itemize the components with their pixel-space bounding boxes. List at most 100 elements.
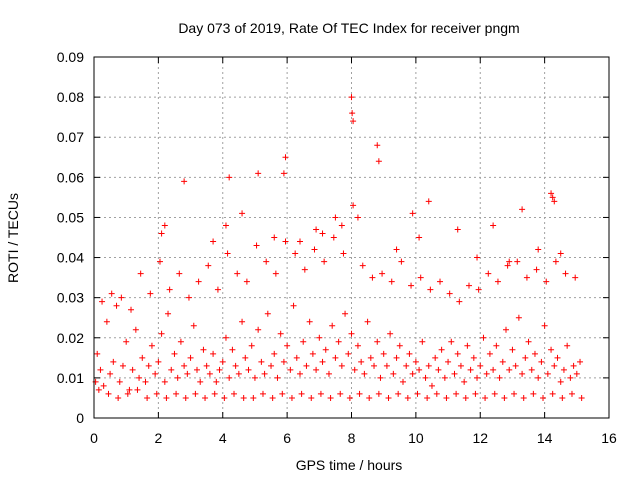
data-point: [313, 366, 320, 373]
data-point: [388, 278, 395, 285]
x-tick-label: 8: [348, 430, 356, 446]
data-point: [182, 394, 189, 401]
data-point: [161, 378, 168, 385]
data-point: [562, 270, 569, 277]
data-point: [419, 338, 426, 345]
data-point: [475, 286, 482, 293]
chart-title: Day 073 of 2019, Rate Of TEC Index for r…: [178, 20, 519, 36]
data-point: [192, 390, 199, 397]
data-point: [377, 374, 384, 381]
data-point: [548, 346, 555, 353]
data-point: [512, 362, 519, 369]
data-point: [337, 390, 344, 397]
y-tick-label: 0.07: [57, 129, 84, 145]
data-point: [210, 238, 217, 245]
data-point: [280, 358, 287, 365]
data-point: [577, 358, 584, 365]
data-point: [142, 378, 149, 385]
data-point: [490, 222, 497, 229]
data-point: [448, 338, 455, 345]
data-point: [490, 366, 497, 373]
data-point: [345, 350, 352, 357]
data-point: [361, 370, 368, 377]
data-point: [94, 350, 101, 357]
data-point: [506, 258, 513, 265]
data-point: [171, 350, 178, 357]
data-point: [428, 382, 435, 389]
y-tick-label: 0.04: [57, 250, 84, 266]
data-point: [573, 370, 580, 377]
x-tick-label: 12: [472, 430, 488, 446]
data-point: [132, 326, 139, 333]
data-point: [297, 370, 303, 377]
data-point: [528, 366, 535, 373]
data-point: [437, 278, 444, 285]
data-point: [126, 386, 133, 393]
data-point: [194, 366, 200, 373]
data-point: [255, 170, 262, 177]
x-axis-ticks: 0 2 4 6 8 10 12 14 16: [90, 57, 617, 446]
data-point: [474, 254, 481, 261]
data-point: [393, 354, 400, 361]
data-point: [564, 342, 571, 349]
data-point: [456, 298, 463, 305]
data-point: [219, 358, 226, 365]
data-point: [350, 202, 357, 209]
data-point: [568, 390, 575, 397]
data-point: [467, 366, 474, 373]
data-point: [319, 358, 326, 365]
data-point: [103, 318, 110, 325]
data-point: [222, 334, 229, 341]
data-point: [354, 214, 361, 221]
data-point: [540, 394, 547, 401]
data-point: [342, 310, 349, 317]
data-point: [406, 350, 413, 357]
data-point: [511, 390, 518, 397]
data-point: [280, 170, 287, 177]
data-point: [145, 362, 152, 369]
y-axis-ticks: 0 0.01 0.02 0.03 0.04 0.05 0.06 0.07 0.08 0.09: [57, 49, 609, 426]
data-point: [330, 234, 337, 241]
data-point: [158, 230, 165, 237]
data-point: [239, 318, 246, 325]
data-point: [412, 358, 419, 365]
data-point: [340, 250, 347, 257]
x-axis-label: GPS time / hours: [296, 457, 403, 473]
data-point: [147, 290, 154, 297]
data-point: [255, 326, 262, 333]
y-tick-label: 0.09: [57, 49, 84, 65]
y-axis-label: ROTI / TECUs: [5, 193, 21, 283]
data-point: [514, 258, 521, 265]
data-point: [398, 258, 405, 265]
data-point: [206, 370, 213, 377]
data-point: [288, 394, 295, 401]
data-point: [129, 366, 136, 373]
data-point: [329, 322, 336, 329]
data-point: [454, 350, 461, 357]
data-point: [136, 374, 143, 381]
data-point: [181, 178, 188, 185]
data-point: [211, 390, 218, 397]
data-point: [338, 362, 345, 369]
data-point: [258, 358, 265, 365]
data-point: [95, 386, 102, 393]
data-point: [163, 394, 170, 401]
data-point: [549, 194, 556, 201]
data-point: [153, 390, 160, 397]
data-point: [144, 394, 151, 401]
data-point: [403, 362, 410, 369]
data-point: [543, 278, 550, 285]
data-point: [462, 394, 469, 401]
data-point: [319, 230, 326, 237]
data-point: [544, 370, 551, 377]
data-point: [290, 302, 297, 309]
data-point: [174, 374, 181, 381]
data-point: [203, 362, 210, 369]
data-point: [166, 286, 173, 293]
data-point: [229, 346, 236, 353]
data-point: [491, 390, 498, 397]
data-point: [445, 358, 452, 365]
data-point: [354, 342, 361, 349]
data-point: [243, 278, 250, 285]
